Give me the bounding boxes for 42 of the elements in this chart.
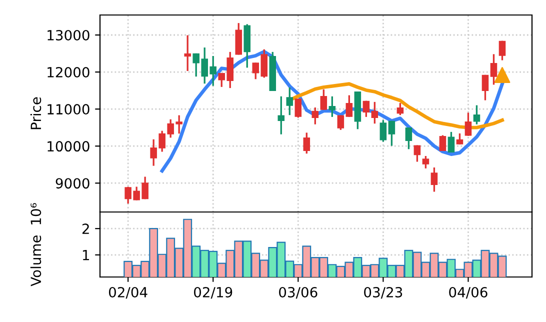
candlestick [430,167,438,192]
candlestick [278,96,285,134]
candlestick [235,23,242,55]
x-tick-label: 04/06 [449,286,488,299]
y-tick-label: 13000 [48,30,90,40]
candlestick [328,96,336,117]
x-tick-label: 03/23 [364,286,402,299]
candlestick [380,120,387,142]
candlestick [396,103,404,116]
candlestick [456,133,464,144]
candlestick [294,98,302,118]
candlestick [371,102,378,124]
y-tick-label: 1 [82,250,89,260]
y-tick-label: 2 [82,224,89,234]
x-tick-label: 02/19 [194,286,232,299]
candlestick [184,35,191,72]
y-tick-label: 12000 [48,66,90,78]
candlestick [312,107,319,124]
candlestick [448,132,455,152]
y-axis-title: Volume 10⁶ [30,203,42,286]
candlestick [464,112,472,136]
candlestick [346,95,353,117]
candlestick [422,156,430,168]
candlestick [473,105,480,124]
candlestick [405,127,412,150]
candlestick [388,120,396,146]
candlestick [482,74,489,100]
x-tick-label: 03/06 [279,286,318,299]
candlestick [414,145,421,162]
candlestick [320,89,328,110]
candlestick [303,132,310,154]
y-tick-label: 11000 [48,104,90,115]
y-tick-label: 9000 [56,178,90,189]
candlestick [286,87,294,116]
candlestick [439,135,446,151]
y-axis-title: Price [30,97,42,130]
y-tick-label: 10000 [48,141,90,152]
candlestick [337,115,344,130]
x-tick-label: 02/04 [108,286,148,299]
candlestick [362,100,370,117]
candlestick [498,40,506,60]
candlestick [490,54,498,85]
